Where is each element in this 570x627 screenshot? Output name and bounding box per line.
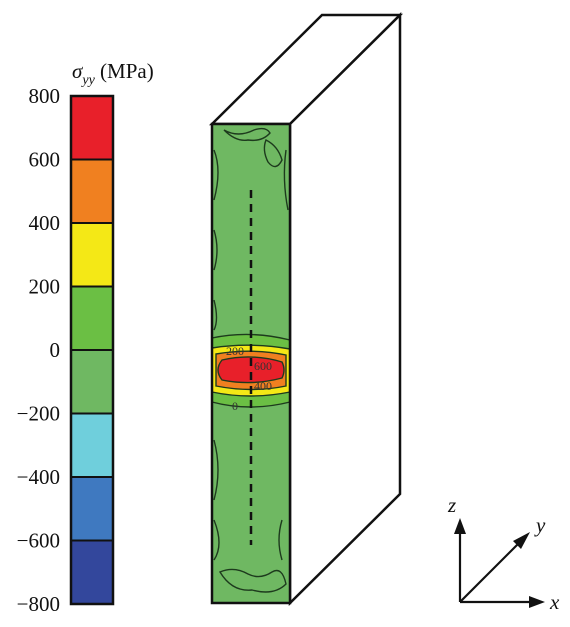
y-axis-arrowhead bbox=[513, 532, 530, 549]
y-axis-label: y bbox=[534, 513, 546, 537]
colorbar-title-symbol: σ bbox=[72, 59, 84, 83]
colorbar-tick-label: 200 bbox=[29, 275, 61, 299]
colorbar-tick-labels: 800 600 400 200 0 −200 −400 −600 −800 bbox=[17, 84, 60, 616]
x-axis-arrowhead bbox=[529, 596, 545, 608]
z-axis-arrowhead bbox=[454, 518, 466, 534]
contour-label-400: 400 bbox=[254, 379, 272, 393]
colorbar: σyy (MPa) 800 600 400 200 0 −200 −400 −600 −800 bbox=[17, 59, 154, 616]
colorbar-tick-label: −200 bbox=[17, 402, 60, 426]
contour-label-200: 200 bbox=[226, 344, 244, 358]
colorbar-title-unit: (MPa) bbox=[95, 59, 154, 83]
colorbar-frame bbox=[69, 94, 115, 606]
colorbar-tick-label: 600 bbox=[29, 148, 61, 172]
colorbar-tick-label: 400 bbox=[29, 211, 61, 235]
contour-label-0: 0 bbox=[232, 399, 238, 413]
colorbar-band-3 bbox=[70, 285, 114, 351]
colorbar-band-6 bbox=[70, 476, 114, 542]
edge-contours bbox=[213, 127, 289, 593]
colorbar-band-4 bbox=[70, 349, 114, 415]
specimen-block: 200 600 400 0 bbox=[208, 12, 404, 606]
colorbar-band-2 bbox=[70, 222, 114, 288]
y-axis-line bbox=[459, 540, 522, 603]
colorbar-tick-label: −600 bbox=[17, 529, 60, 553]
colorbar-tick-label: 800 bbox=[29, 84, 61, 108]
colorbar-band-1 bbox=[70, 158, 114, 224]
contour-label-600: 600 bbox=[254, 359, 272, 373]
colorbar-tick-label: −800 bbox=[17, 592, 60, 616]
colorbar-bands bbox=[70, 95, 114, 605]
contour-600-region bbox=[217, 356, 285, 384]
colorbar-tick-label: −400 bbox=[17, 465, 60, 489]
z-axis-label: z bbox=[447, 493, 456, 517]
colorbar-tick-label: 0 bbox=[50, 338, 61, 362]
specimen-front-outline bbox=[210, 122, 292, 605]
colorbar-band-0 bbox=[70, 95, 114, 161]
colorbar-title-subscript: yy bbox=[80, 73, 95, 88]
x-axis-label: x bbox=[549, 590, 560, 614]
colorbar-band-5 bbox=[70, 412, 114, 478]
colorbar-title: σyy (MPa) bbox=[72, 59, 154, 88]
coordinate-axes bbox=[454, 518, 545, 608]
colorbar-band-7 bbox=[70, 539, 114, 605]
